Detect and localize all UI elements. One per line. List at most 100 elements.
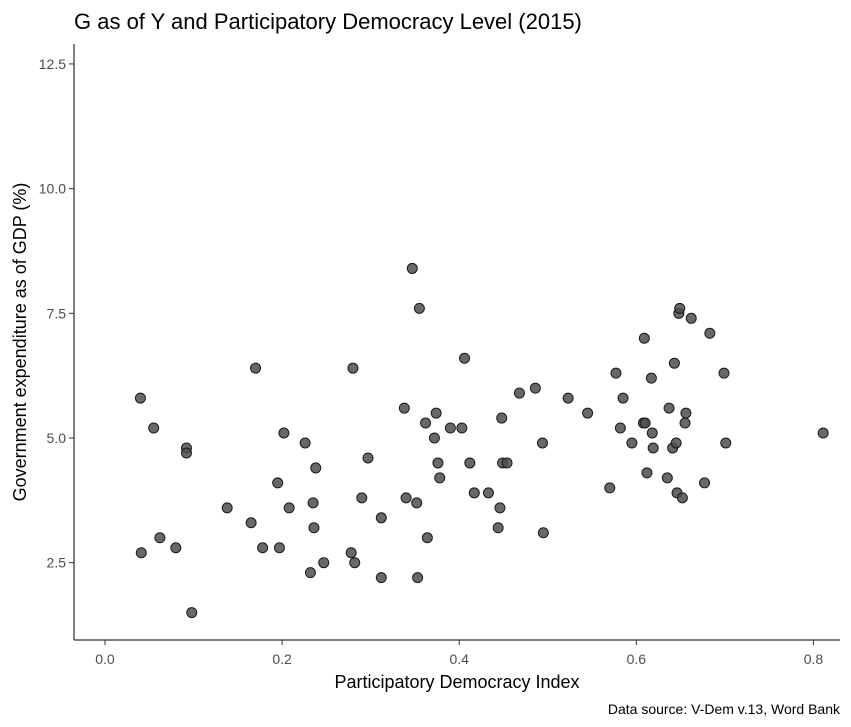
y-tick-label: 2.5 [47,555,67,571]
plot-area: 0.0 0.2 0.4 0.6 0.8 2.5 5.0 7.5 10.0 12.5 [39,44,840,667]
data-point [310,462,322,474]
data-point [513,387,525,399]
data-point [680,407,692,419]
y-tick-label: 12.5 [39,56,66,72]
data-point [444,422,456,434]
data-point [668,357,680,369]
data-point [501,457,513,469]
chart-caption: Data source: V-Dem v.13, Word Bank [608,701,841,717]
data-point [685,312,697,324]
x-tick-label: 0.6 [627,651,647,667]
data-point [663,402,675,414]
data-point [817,427,829,439]
data-point [604,482,616,494]
data-point [308,522,320,534]
data-point [704,327,716,339]
data-point [430,407,442,419]
data-point [494,502,506,514]
data-point [647,442,659,454]
x-tick-label: 0.0 [95,651,115,667]
data-point [464,457,476,469]
data-point [646,427,658,439]
data-point [413,302,425,314]
data-point [670,437,682,449]
data-point [456,422,468,434]
data-point [699,477,711,489]
data-point [641,467,653,479]
data-point [718,367,730,379]
data-point [434,472,446,484]
data-point [582,407,594,419]
x-tick-label: 0.2 [272,651,292,667]
data-point [345,547,357,559]
data-point [398,402,410,414]
data-point [529,382,541,394]
data-point [645,372,657,384]
y-axis-title: Government expenditure as of GDP (%) [10,183,30,502]
data-point [459,352,471,364]
data-point [250,362,262,374]
data-point [375,512,387,524]
data-point [537,527,549,539]
data-point [272,477,284,489]
data-point [283,502,295,514]
data-point [626,437,638,449]
data-point [148,422,160,434]
y-tick-label: 10.0 [39,181,66,197]
data-point [492,522,504,534]
data-point [412,572,424,584]
data-point [720,437,732,449]
data-point [482,487,494,499]
data-point [134,392,146,404]
y-axis-ticks: 2.5 5.0 7.5 10.0 12.5 [39,56,74,571]
data-point [221,502,233,514]
y-tick-label: 7.5 [47,305,67,321]
data-point [180,447,192,459]
data-point [496,412,508,424]
data-point [273,542,285,554]
data-point [356,492,368,504]
data-point [318,557,330,569]
data-point [400,492,412,504]
data-point [307,497,319,509]
data-point [349,557,361,569]
data-point [375,572,387,584]
data-point [154,532,166,544]
y-tick-label: 5.0 [47,430,67,446]
chart-title: G as of Y and Participatory Democracy Le… [74,9,582,34]
data-point [245,517,257,529]
data-point [610,367,622,379]
data-point [362,452,374,464]
x-tick-label: 0.4 [449,651,469,667]
data-point [278,427,290,439]
data-point [536,437,548,449]
data-point [347,362,359,374]
data-point [639,417,651,429]
data-point [617,392,629,404]
data-point [638,332,650,344]
data-point [420,417,432,429]
data-point [304,567,316,579]
data-point [170,542,182,554]
data-point [432,457,444,469]
data-point [411,497,423,509]
data-point [299,437,311,449]
data-point [679,417,691,429]
data-points [134,262,829,619]
x-tick-label: 0.8 [804,651,824,667]
data-point [406,262,418,274]
data-point [661,472,673,484]
data-point [186,607,198,619]
data-point [257,542,269,554]
data-point [428,432,440,444]
data-point [674,302,686,314]
data-point [468,487,480,499]
data-point [421,532,433,544]
x-axis-ticks: 0.0 0.2 0.4 0.6 0.8 [95,640,823,667]
data-point [676,492,688,504]
data-point [562,392,574,404]
x-axis-title: Participatory Democracy Index [334,672,579,692]
data-point [135,547,147,559]
data-point [614,422,626,434]
